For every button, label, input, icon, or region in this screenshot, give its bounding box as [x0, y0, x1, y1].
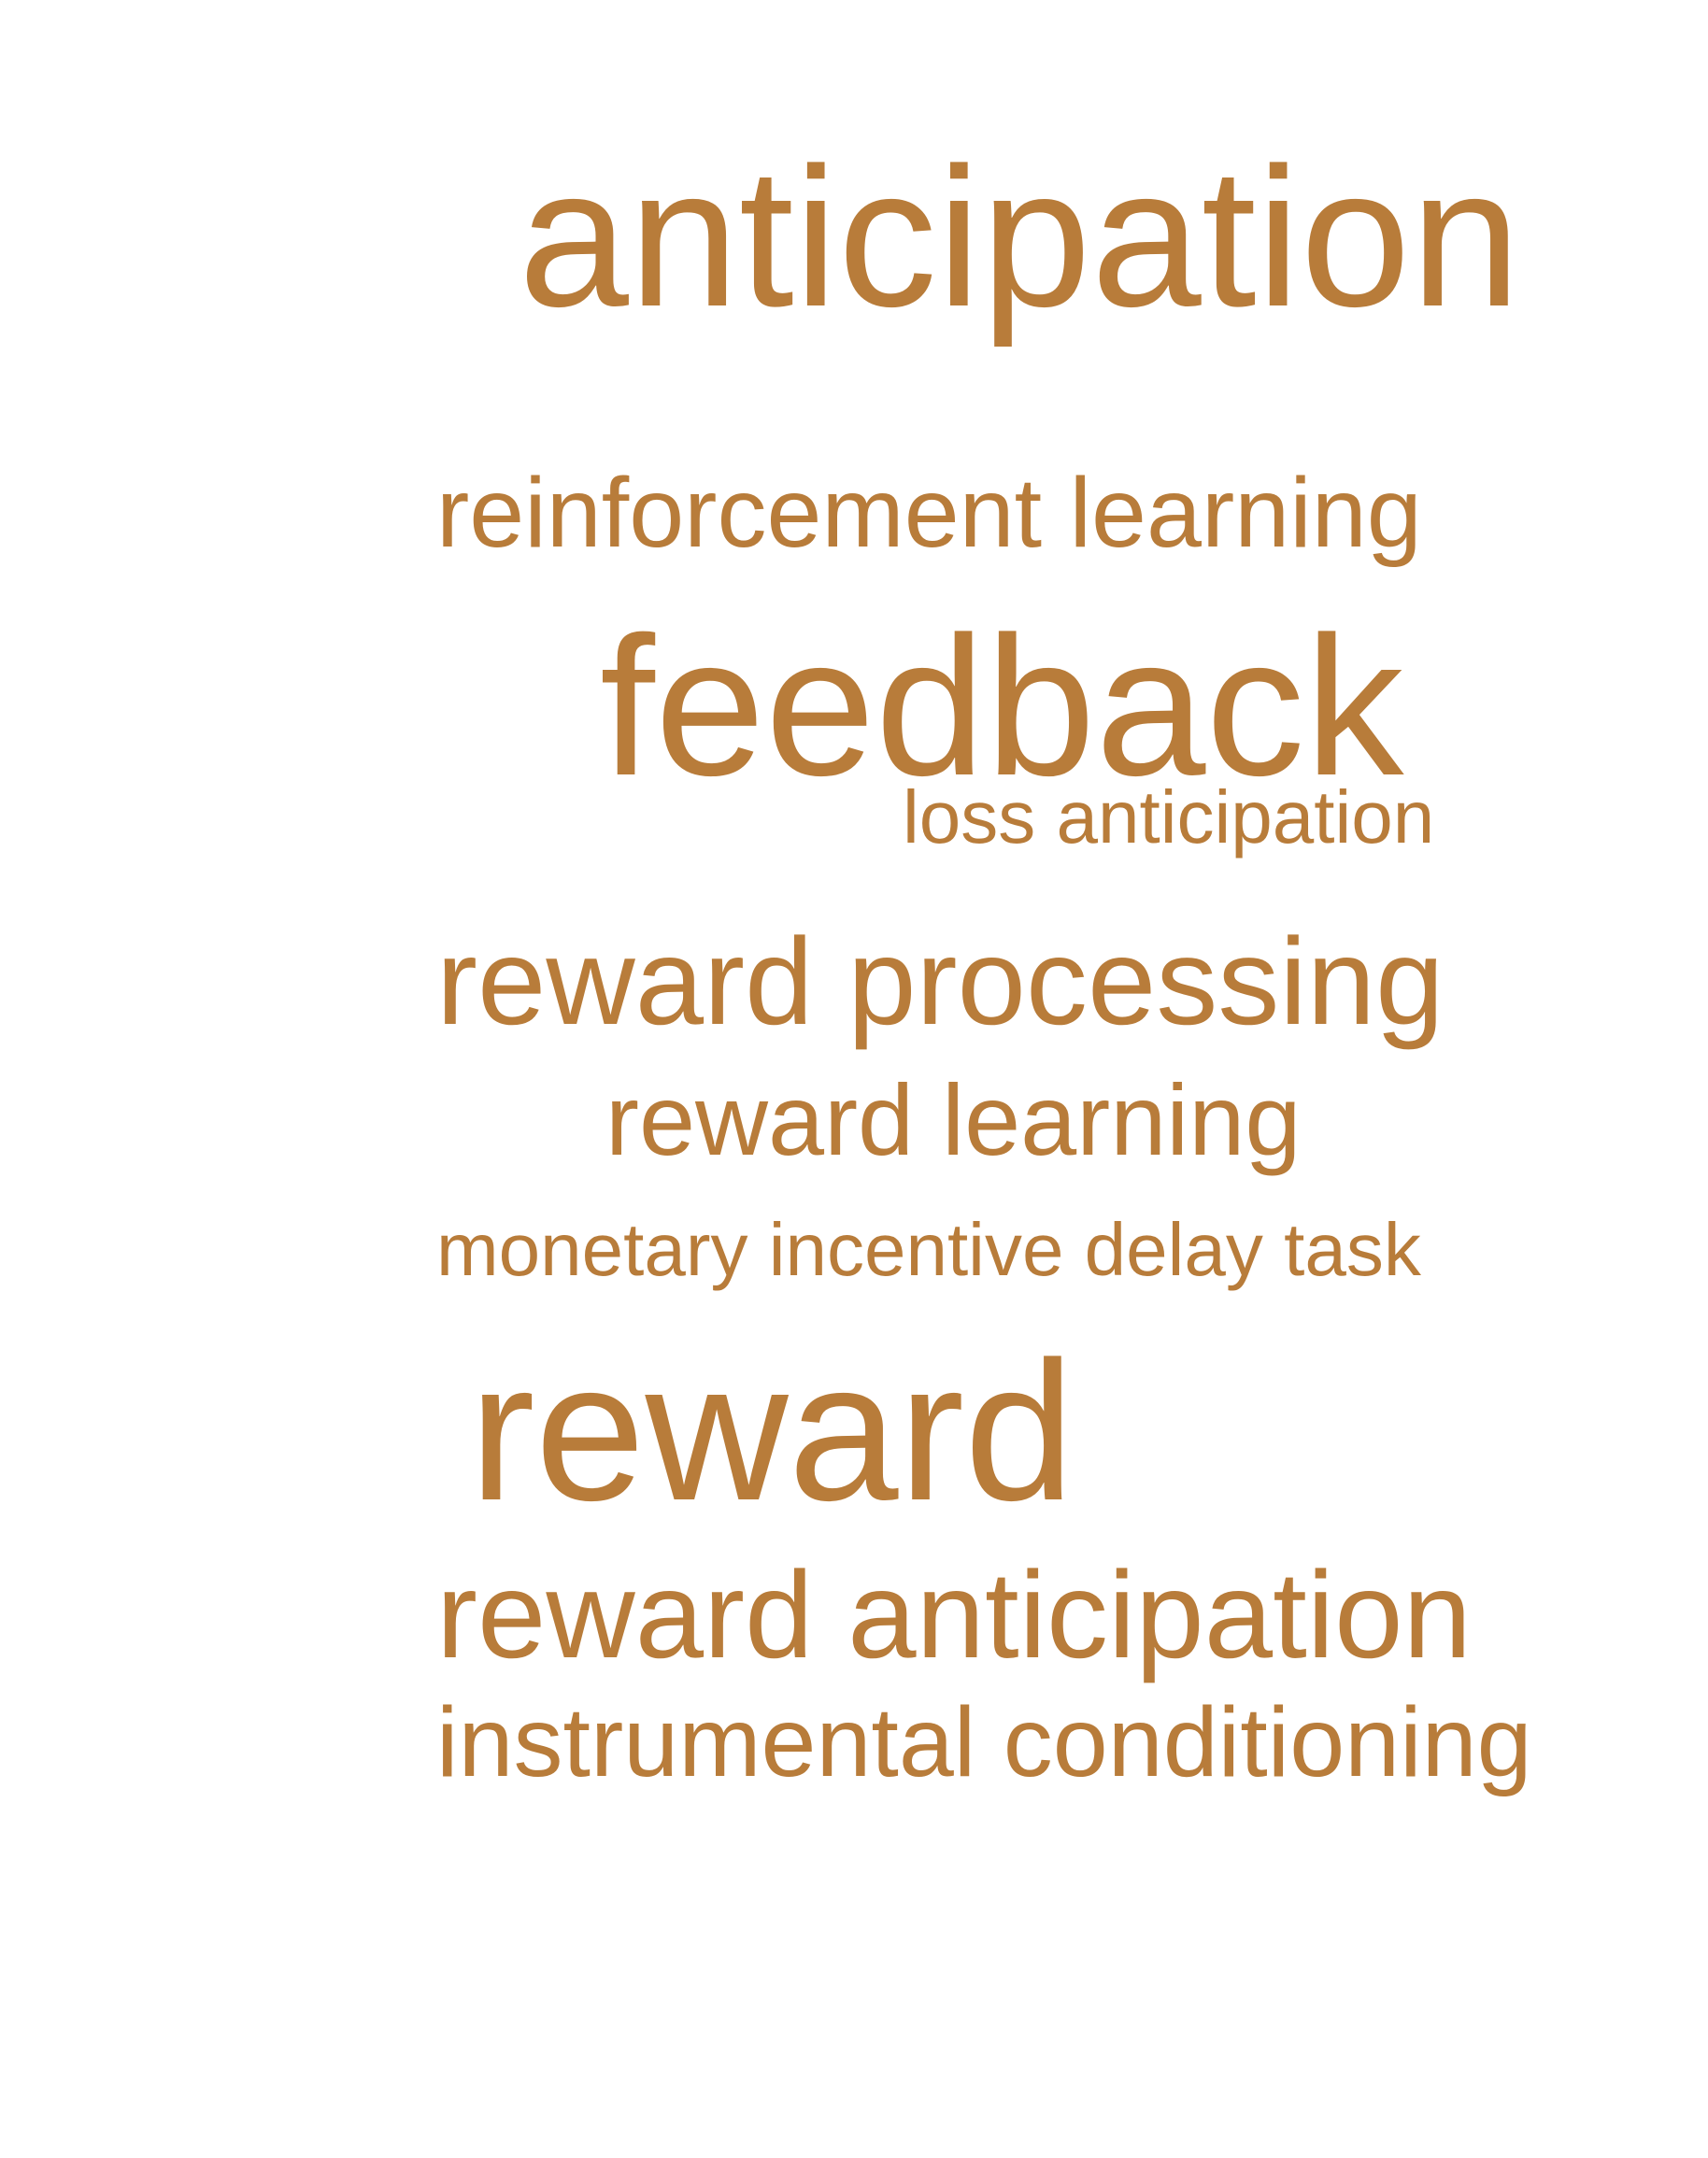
- term-monetary-incentive-delay-task: monetary incentive delay task: [436, 1208, 1421, 1291]
- term-anticipation: anticipation: [519, 126, 1521, 348]
- term-instrumental-conditioning: instrumental conditioning: [436, 1687, 1532, 1797]
- term-reward-learning: reward learning: [605, 1063, 1302, 1176]
- term-reinforcement-learning: reinforcement learning: [436, 458, 1422, 568]
- term-reward: reward: [469, 1320, 1075, 1541]
- term-loss-anticipation: loss anticipation: [903, 775, 1435, 859]
- term-reward-anticipation: reward anticipation: [436, 1546, 1472, 1683]
- term-reward-processing: reward processing: [436, 913, 1445, 1050]
- term-feedback: feedback: [600, 595, 1404, 816]
